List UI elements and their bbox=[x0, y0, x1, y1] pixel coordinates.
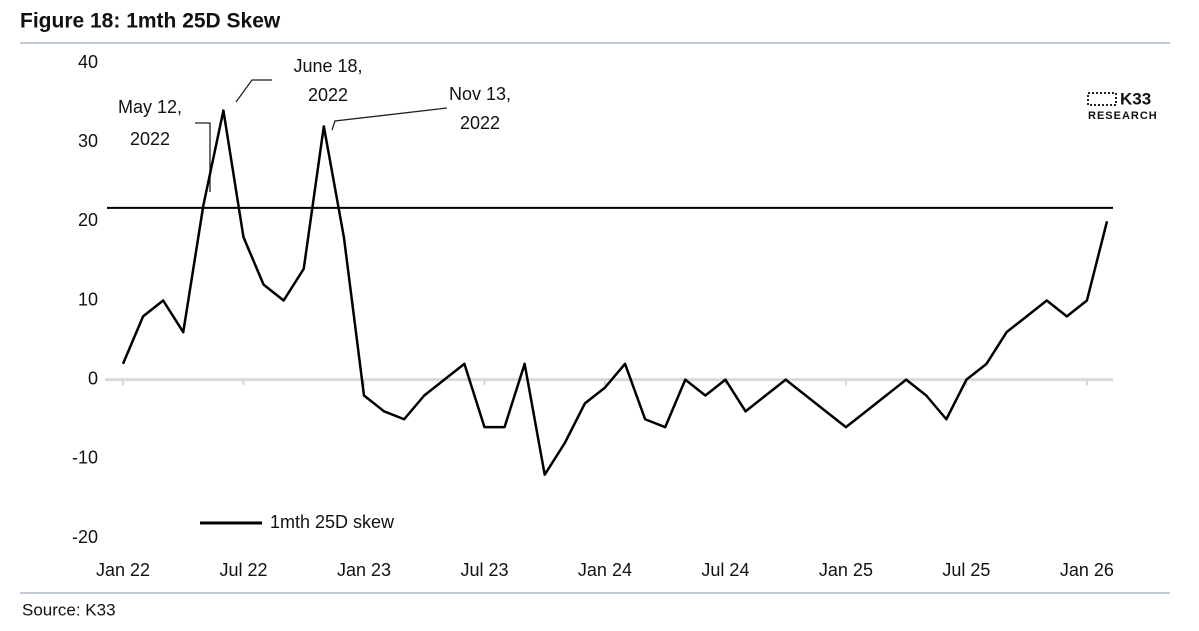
x-tick-label: Jan 25 bbox=[819, 560, 873, 580]
x-tick-label: Jul 23 bbox=[460, 560, 508, 580]
x-tick-label: Jan 24 bbox=[578, 560, 632, 580]
data-line bbox=[121, 109, 1109, 476]
legend-label: 1mth 25D skew bbox=[270, 512, 395, 532]
y-tick-label: 10 bbox=[78, 289, 98, 309]
y-tick-label: -20 bbox=[72, 527, 98, 547]
y-tick-label: -10 bbox=[72, 448, 98, 468]
annotation: 2022 bbox=[130, 129, 170, 149]
logo-subtext: RESEARCH bbox=[1088, 110, 1158, 122]
chart-title: Figure 18: 1mth 25D Skew bbox=[20, 10, 281, 33]
y-tick-label: 30 bbox=[78, 131, 98, 151]
source: Source: K33 bbox=[22, 600, 116, 619]
annotation: 2022 bbox=[308, 85, 348, 105]
annotation: June 18, bbox=[293, 56, 362, 76]
annotation: Nov 13, bbox=[449, 84, 511, 104]
logo: K33 RESEARCH bbox=[1087, 89, 1158, 122]
annotation: May 12, bbox=[118, 97, 182, 117]
x-tick-label: Jan 26 bbox=[1060, 560, 1114, 580]
x-tick-label: Jan 22 bbox=[96, 560, 150, 580]
x-tick-label: Jul 25 bbox=[942, 560, 990, 580]
x-tick-label: Jan 23 bbox=[337, 560, 391, 580]
annotation: 2022 bbox=[460, 113, 500, 133]
logo-dots bbox=[1087, 92, 1117, 106]
x-tick-label: Jul 22 bbox=[219, 560, 267, 580]
y-tick-label: 0 bbox=[88, 368, 98, 388]
y-tick-label: 40 bbox=[78, 52, 98, 72]
y-tick-label: 20 bbox=[78, 210, 98, 230]
x-tick-label: Jul 24 bbox=[701, 560, 749, 580]
logo-text: K33 bbox=[1120, 89, 1151, 108]
